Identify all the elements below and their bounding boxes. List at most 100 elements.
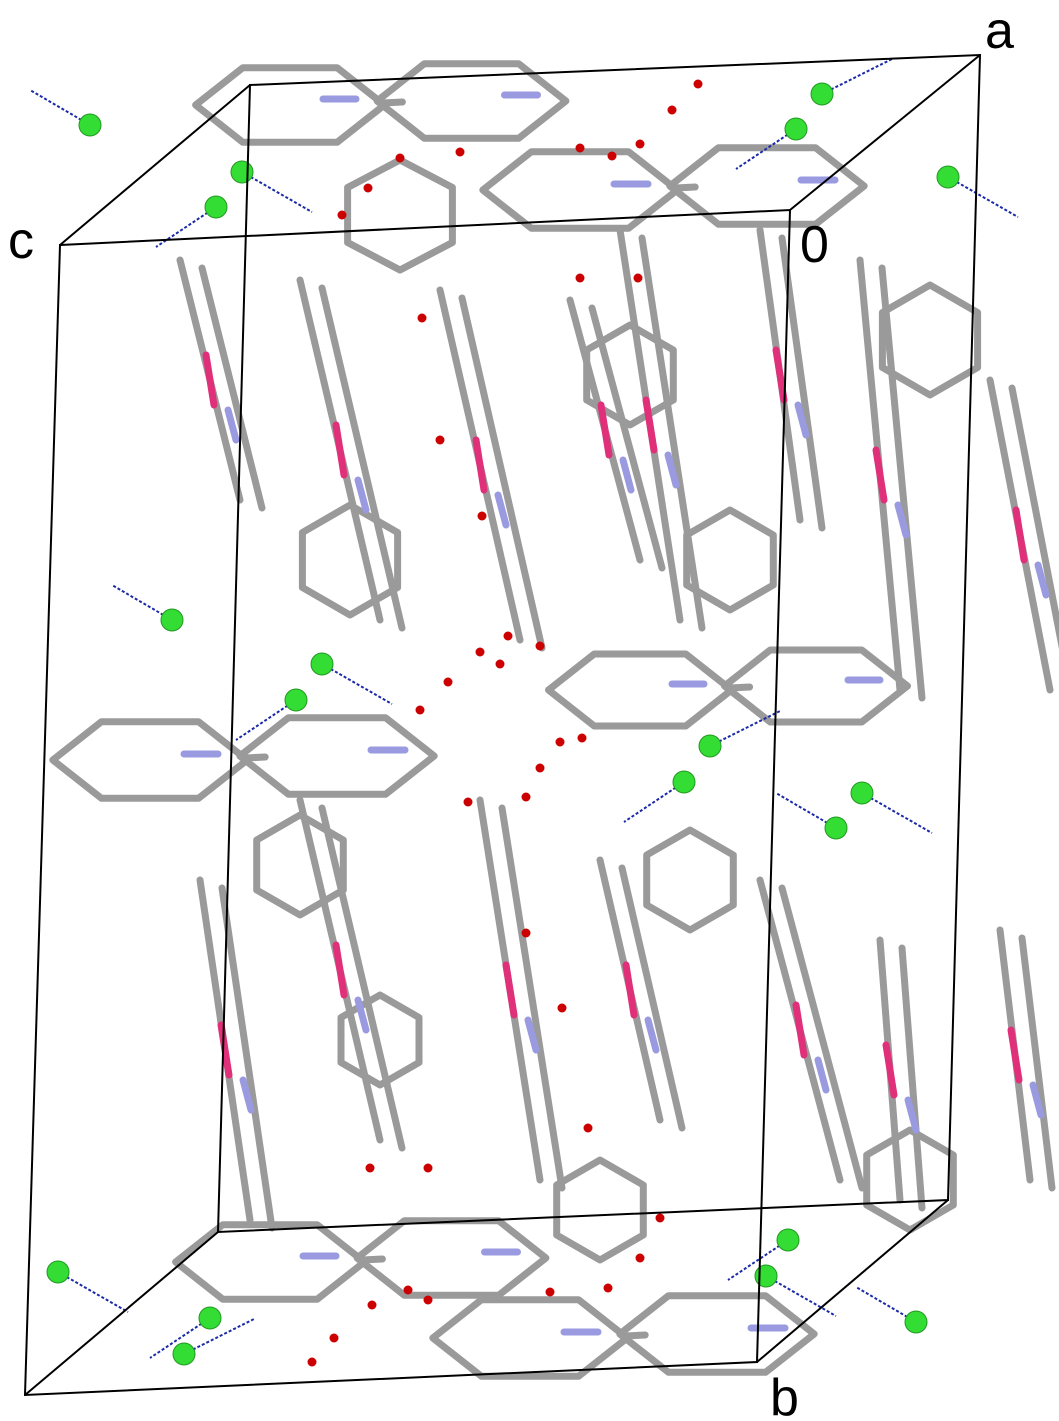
bond bbox=[882, 268, 922, 698]
bond bbox=[818, 1060, 826, 1090]
bond bbox=[675, 187, 695, 188]
chloride-ion bbox=[811, 83, 833, 105]
water-oxygen bbox=[546, 1288, 555, 1297]
chloride-ion bbox=[161, 609, 183, 631]
chloride-ion bbox=[285, 689, 307, 711]
water-oxygen bbox=[636, 140, 645, 149]
water-oxygen bbox=[416, 706, 425, 715]
ring bbox=[882, 285, 977, 395]
bond bbox=[322, 288, 402, 628]
water-oxygen bbox=[634, 274, 643, 283]
molecules bbox=[30, 59, 1059, 1376]
bond bbox=[626, 965, 634, 1015]
bond bbox=[876, 450, 884, 500]
ring bbox=[53, 722, 247, 799]
chloride-ion bbox=[673, 771, 695, 793]
water-oxygen bbox=[366, 1164, 375, 1173]
chloride-ion bbox=[785, 118, 807, 140]
ring bbox=[196, 68, 385, 142]
chloride-ion bbox=[937, 166, 959, 188]
water-oxygen bbox=[418, 314, 427, 323]
hydrogen-bond bbox=[862, 793, 932, 833]
water-oxygen bbox=[608, 152, 617, 161]
water-oxygen bbox=[444, 678, 453, 687]
bond bbox=[322, 808, 402, 1148]
water-oxygen bbox=[578, 734, 587, 743]
chloride-ion bbox=[699, 735, 721, 757]
axis-label-b: b bbox=[770, 1369, 799, 1421]
ring bbox=[240, 718, 434, 795]
bond bbox=[245, 757, 265, 758]
ring bbox=[433, 1300, 627, 1377]
chloride-ion bbox=[905, 1311, 927, 1333]
bond bbox=[1011, 1030, 1019, 1080]
hydrogen-bond bbox=[948, 177, 1018, 217]
water-oxygen bbox=[522, 793, 531, 802]
bond bbox=[782, 888, 862, 1188]
water-oxygen bbox=[436, 436, 445, 445]
water-oxygen bbox=[308, 1358, 317, 1367]
bond bbox=[1016, 510, 1024, 560]
ring bbox=[549, 654, 732, 726]
ring bbox=[670, 148, 864, 225]
hydrogen-bond bbox=[822, 59, 892, 94]
water-oxygen bbox=[536, 642, 545, 651]
hydrogen-bond bbox=[242, 172, 312, 212]
hydrogen-bond bbox=[710, 711, 780, 746]
chloride-ion bbox=[199, 1307, 221, 1329]
bond bbox=[476, 440, 484, 490]
water-oxygen bbox=[478, 512, 487, 521]
chloride-ion bbox=[79, 114, 101, 136]
ring bbox=[176, 1225, 365, 1299]
chloride-ion bbox=[205, 196, 227, 218]
water-oxygen bbox=[368, 1301, 377, 1310]
bond bbox=[362, 1259, 382, 1260]
bond bbox=[646, 400, 654, 450]
water-oxygen bbox=[396, 154, 405, 163]
water-oxygen bbox=[576, 274, 585, 283]
bond bbox=[776, 350, 784, 400]
bond bbox=[206, 355, 214, 405]
water-oxygen bbox=[330, 1334, 339, 1343]
bond bbox=[382, 102, 402, 103]
chloride-ion bbox=[825, 817, 847, 839]
water-oxygen bbox=[522, 929, 531, 938]
water-oxygen bbox=[364, 184, 373, 193]
ring bbox=[557, 1160, 644, 1260]
water-oxygen bbox=[496, 660, 505, 669]
hydrogen-bond bbox=[766, 1276, 836, 1316]
cell-edge bbox=[60, 85, 250, 245]
bond bbox=[623, 460, 631, 490]
cell-edge bbox=[25, 1232, 218, 1395]
water-oxygen bbox=[504, 632, 513, 641]
water-oxygen bbox=[424, 1164, 433, 1173]
bond bbox=[730, 687, 750, 688]
crystal-packing-diagram: a c 0 b bbox=[0, 0, 1059, 1421]
water-oxygen bbox=[338, 211, 347, 220]
water-oxygen bbox=[604, 1284, 613, 1293]
bond bbox=[902, 948, 922, 1208]
water-oxygen bbox=[464, 798, 473, 807]
water-oxygen bbox=[558, 1004, 567, 1013]
bond bbox=[796, 1005, 804, 1055]
page: a c 0 b (() => { const data = JSON.parse… bbox=[0, 0, 1059, 1421]
hydrogen-bond bbox=[58, 1272, 128, 1312]
water-oxygen bbox=[694, 80, 703, 89]
axis-label-a: a bbox=[985, 2, 1014, 60]
ring bbox=[647, 830, 734, 930]
bond bbox=[228, 410, 236, 440]
chloride-ion bbox=[777, 1229, 799, 1251]
bond bbox=[625, 1335, 645, 1336]
water-oxygen bbox=[424, 1296, 433, 1305]
bond bbox=[336, 945, 344, 995]
bond bbox=[462, 298, 542, 648]
water-oxygen bbox=[404, 1286, 413, 1295]
chloride-ion bbox=[173, 1343, 195, 1365]
ring bbox=[867, 1130, 954, 1230]
axis-label-c: c bbox=[8, 212, 34, 270]
water-oxygen bbox=[536, 764, 545, 773]
chloride-ion bbox=[231, 161, 253, 183]
water-oxygen bbox=[576, 144, 585, 153]
origin-label: 0 bbox=[800, 216, 829, 274]
ring bbox=[348, 160, 453, 270]
